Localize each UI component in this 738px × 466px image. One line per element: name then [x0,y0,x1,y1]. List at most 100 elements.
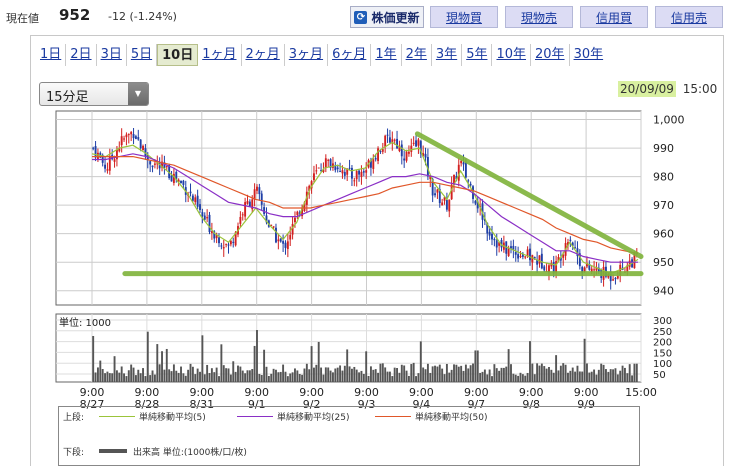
legend-item-label: 単純移動平均(25) [277,413,350,423]
x-tick-date: 9/7 [467,398,485,411]
volume-bar [469,365,472,382]
candle-body [163,162,166,168]
candle-body [576,248,579,257]
candle-body [407,151,410,154]
volume-bar [239,366,242,382]
volume-bar [303,368,306,382]
candle-body [315,170,318,172]
legend-swatch [375,416,411,417]
candle-body [149,161,152,165]
candle-body [244,202,247,217]
volume-bar [222,365,225,382]
candle-body [431,179,434,196]
volume-bar [277,372,280,382]
volume-bar [267,375,270,382]
candle-body [476,201,479,209]
volume-bar [524,375,527,382]
volume-bar [623,367,626,382]
tab-30y[interactable]: 30年 [573,47,604,62]
x-tick-time: 9:00 [354,386,379,399]
volume-bar [149,375,152,382]
volume-bar [412,362,415,382]
tab-10y[interactable]: 10年 [492,44,532,66]
candle-body [453,174,455,185]
tab-2d[interactable]: 2日 [66,44,97,66]
candle-body [379,151,382,153]
tab-6m[interactable]: 6ヶ月 [328,44,372,66]
volume-bar [251,369,254,382]
candle-body [353,180,356,182]
interval-select[interactable]: 15分足 ▼ [39,82,149,106]
candle-body [612,279,615,281]
volume-bar [578,371,581,382]
tab-1m[interactable]: 1ヶ月 [198,44,242,66]
candle-body [519,256,522,258]
tab-2y[interactable]: 2年 [402,44,432,66]
volume-bar [559,365,562,382]
volume-bar [362,373,365,382]
volume-bar [227,368,230,382]
tab-5y[interactable]: 5年 [462,44,493,66]
candle-body [303,202,306,212]
volume-bar [457,366,460,382]
volume-bar [569,370,572,382]
tab-3d[interactable]: 3日 [97,44,127,66]
tab-3y[interactable]: 3年 [432,44,463,66]
moving-average-line [92,156,639,255]
refresh-price-button[interactable]: ⟳ 株価更新 [350,6,424,28]
volume-bar [180,366,182,382]
volume-bar [609,369,612,382]
margin-sell-button[interactable]: 信用売 [655,6,723,28]
candle-body [137,137,140,140]
candle-body [498,242,501,246]
spot-sell-button[interactable]: 現物売 [505,6,573,28]
volume-bar [296,370,299,382]
tab-10d[interactable]: 10日 [157,44,199,66]
volume-bar [120,366,123,382]
volume-bar [260,374,263,382]
candle-body [559,257,562,261]
volume-bar [234,371,237,382]
volume-bar [237,365,239,382]
volume-bar [291,372,294,382]
volume-bar [341,370,344,382]
tab-1d[interactable]: 1日 [36,44,67,66]
candle-body [488,231,491,236]
candle-body [377,148,380,161]
legend-item-label: 単純移動平均(5) [139,413,206,423]
candle-body [412,142,415,144]
volume-bar [263,349,266,382]
volume-bar [586,363,588,382]
candle-body [540,253,543,269]
spot-buy-button[interactable]: 現物買 [430,6,498,28]
tab-3m[interactable]: 3ヶ月 [285,44,329,66]
tab-5d[interactable]: 5日 [127,44,158,66]
margin-buy-button[interactable]: 信用買 [580,6,648,28]
volume-bar [386,371,389,382]
volume-bar [635,363,638,382]
volume-bar [301,374,304,382]
candle-body [429,176,432,180]
volume-bar [96,367,99,382]
volume-bar [334,368,337,382]
candle-body [218,237,220,244]
tab-20y[interactable]: 20年 [531,44,570,66]
candle-body [220,245,223,247]
volume-bar [519,372,522,382]
current-price: 952 [59,6,91,24]
volume-bar [571,367,574,382]
volume-bar [187,369,190,382]
tab-2m[interactable]: 2ヶ月 [242,44,285,66]
trendline-annotation [414,131,644,259]
volume-bar [241,370,244,382]
chart-timestamp: 20/09/09 15:00 [618,81,717,97]
candle-body [144,148,147,157]
candle-body [172,173,175,183]
candle-body [301,208,304,217]
volume-bar [332,372,334,382]
x-tick-date: 9/9 [577,398,595,411]
candle-body [417,139,420,146]
x-tick-date: 9/1 [248,398,266,411]
tab-1y[interactable]: 1年 [371,44,402,66]
volume-bar [479,372,482,382]
